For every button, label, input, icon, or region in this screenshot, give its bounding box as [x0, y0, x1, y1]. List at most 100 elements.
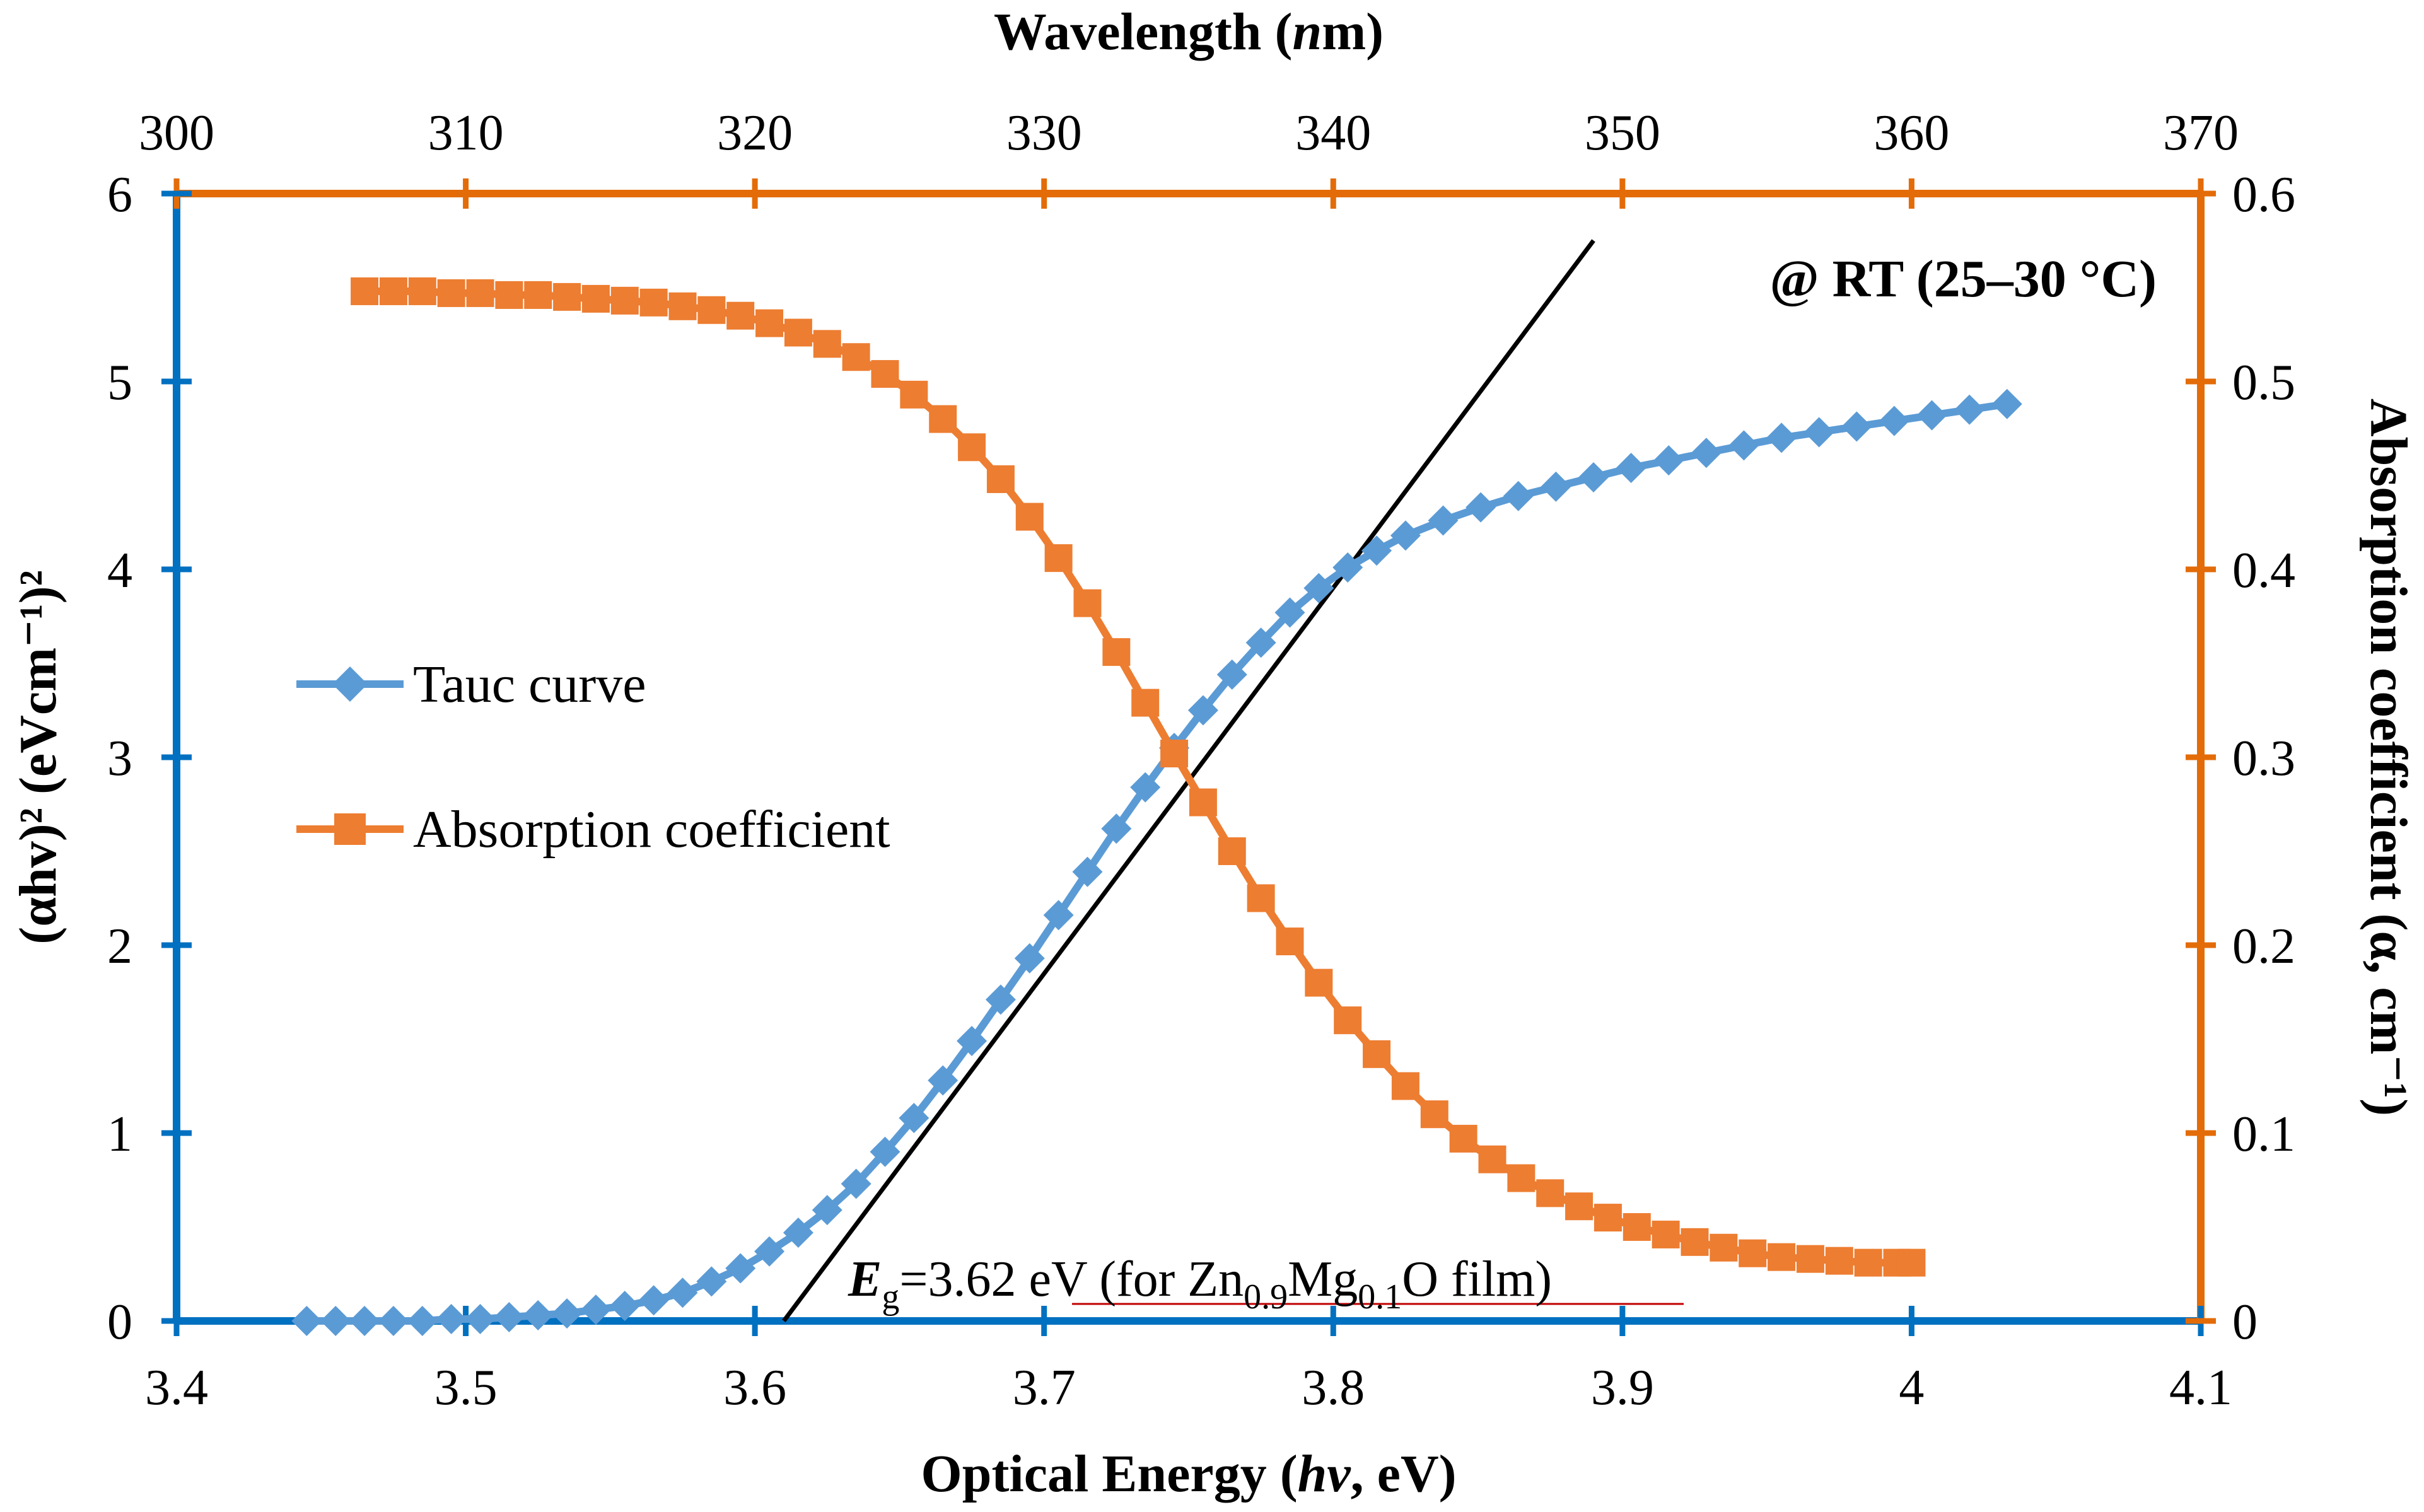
right-tick-label: 0.4: [2232, 543, 2295, 598]
tauc-point: [1766, 422, 1797, 453]
absorption-point: [1363, 1040, 1391, 1068]
absorption-point: [1623, 1213, 1651, 1241]
bottom-axis-title-suffix: , eV): [1351, 1445, 1457, 1503]
series-line-1: [364, 288, 1912, 1267]
tauc-point: [1954, 394, 1985, 425]
bottom-axis-title-prefix: Optical Energy (: [921, 1445, 1297, 1503]
tauc-point: [783, 1217, 813, 1248]
absorption-point: [1768, 1243, 1796, 1271]
tauc-point: [494, 1302, 525, 1333]
bottom-tick-label: 3.7: [1013, 1360, 1076, 1416]
absorption-point: [697, 296, 726, 324]
tauc-point: [1043, 900, 1074, 931]
top-tick-label: 350: [1585, 105, 1660, 161]
right-tick-label: 0.2: [2232, 919, 2295, 974]
right-tick-label: 0: [2232, 1294, 2258, 1350]
absorption-point: [1044, 544, 1073, 573]
tauc-point: [291, 1306, 322, 1336]
absorption-point: [958, 433, 986, 462]
absorption-point: [1507, 1164, 1535, 1192]
tauc-point: [1465, 492, 1496, 523]
tauc-point: [957, 1025, 988, 1056]
absorption-point: [1276, 928, 1304, 956]
top-tick-label: 370: [2163, 105, 2239, 161]
left-tick-label: 0: [107, 1294, 132, 1350]
axes-layer: [161, 178, 2216, 1336]
tauc-point: [1072, 856, 1103, 887]
left-tick-label: 2: [107, 919, 132, 974]
absorption-point: [408, 277, 436, 305]
tauc-point: [580, 1294, 611, 1325]
bottom-tick-label: 4: [1899, 1360, 1924, 1416]
absorption-point: [1218, 837, 1246, 865]
tauc-point: [1361, 535, 1392, 566]
bottom-tick-label: 4.1: [2169, 1360, 2232, 1416]
absorption-point: [1305, 968, 1333, 997]
film-mg-subscript: 0.1: [1358, 1277, 1402, 1317]
tauc-point: [609, 1291, 640, 1322]
series-layer: [291, 239, 2022, 1336]
bottom-tick-label: 3.9: [1591, 1360, 1654, 1416]
absorption-point: [553, 282, 581, 311]
absorption-point: [1102, 638, 1131, 666]
left-tick-label: 6: [107, 167, 132, 223]
absorption-point: [466, 279, 494, 307]
legend-square-marker: [334, 813, 366, 845]
tauc-point: [407, 1306, 438, 1336]
absorption-point: [351, 277, 379, 305]
absorption-point: [1334, 1006, 1362, 1035]
left-tick-label: 1: [107, 1107, 132, 1162]
tauc-point: [928, 1065, 959, 1096]
bandgap-symbol: E: [848, 1252, 882, 1307]
tauc-point: [436, 1304, 467, 1335]
tauc-point: [1653, 445, 1684, 476]
tauc-point: [1428, 505, 1459, 536]
absorption-point: [1681, 1228, 1709, 1256]
tauc-point: [1691, 438, 1722, 468]
absorption-point: [1247, 884, 1275, 912]
bottom-tick-label: 3.4: [145, 1360, 208, 1416]
tauc-point: [1245, 627, 1276, 658]
absorption-point: [813, 330, 841, 358]
absorption-point: [1189, 788, 1217, 817]
absorption-point: [986, 465, 1015, 493]
absorption-point: [495, 281, 523, 309]
absorption-point: [1391, 1072, 1419, 1100]
tauc-point: [1616, 453, 1646, 484]
tauc-point: [754, 1236, 785, 1267]
absorption-point: [784, 318, 812, 347]
bottom-tick-label: 3.6: [723, 1360, 786, 1416]
bottom-axis-title: Optical Energy (hv, eV): [921, 1445, 1456, 1503]
absorption-point: [1897, 1248, 1926, 1277]
bandgap-value: =3.62 eV (for Zn: [899, 1252, 1244, 1307]
tauc-point: [725, 1253, 756, 1284]
tauc-point: [1332, 552, 1363, 583]
tauc-point: [1014, 943, 1045, 974]
absorption-point: [929, 405, 957, 433]
absorption-point: [524, 281, 552, 309]
tauc-point: [378, 1306, 409, 1336]
absorption-point: [755, 309, 784, 337]
absorption-point: [1449, 1124, 1477, 1153]
left-axis-title: (αhv)² (eVcm⁻¹)²: [9, 570, 67, 945]
right-tick-label: 0.3: [2232, 731, 2295, 786]
absorption-point: [726, 301, 755, 330]
tauc-point: [1187, 695, 1218, 726]
film-zn-subscript: 0.9: [1244, 1277, 1288, 1317]
tauc-point: [899, 1103, 929, 1134]
tauc-point: [1728, 430, 1759, 461]
right-tick-label: 0.6: [2232, 167, 2295, 223]
top-axis-title-italic: n: [1292, 3, 1322, 61]
absorption-point: [437, 279, 465, 307]
tauc-point: [696, 1266, 727, 1297]
absorption-point: [1160, 740, 1189, 768]
top-tick-label: 330: [1006, 105, 1082, 161]
tauc-point: [1991, 388, 2022, 419]
tauc-point: [1541, 471, 1571, 502]
tauc-point: [1130, 772, 1161, 803]
absorption-point: [1015, 503, 1044, 531]
left-tick-label: 5: [107, 355, 132, 410]
right-axis-title: Absorption coefficient (α, cm⁻¹): [2359, 398, 2418, 1116]
top-tick-label: 340: [1295, 105, 1371, 161]
